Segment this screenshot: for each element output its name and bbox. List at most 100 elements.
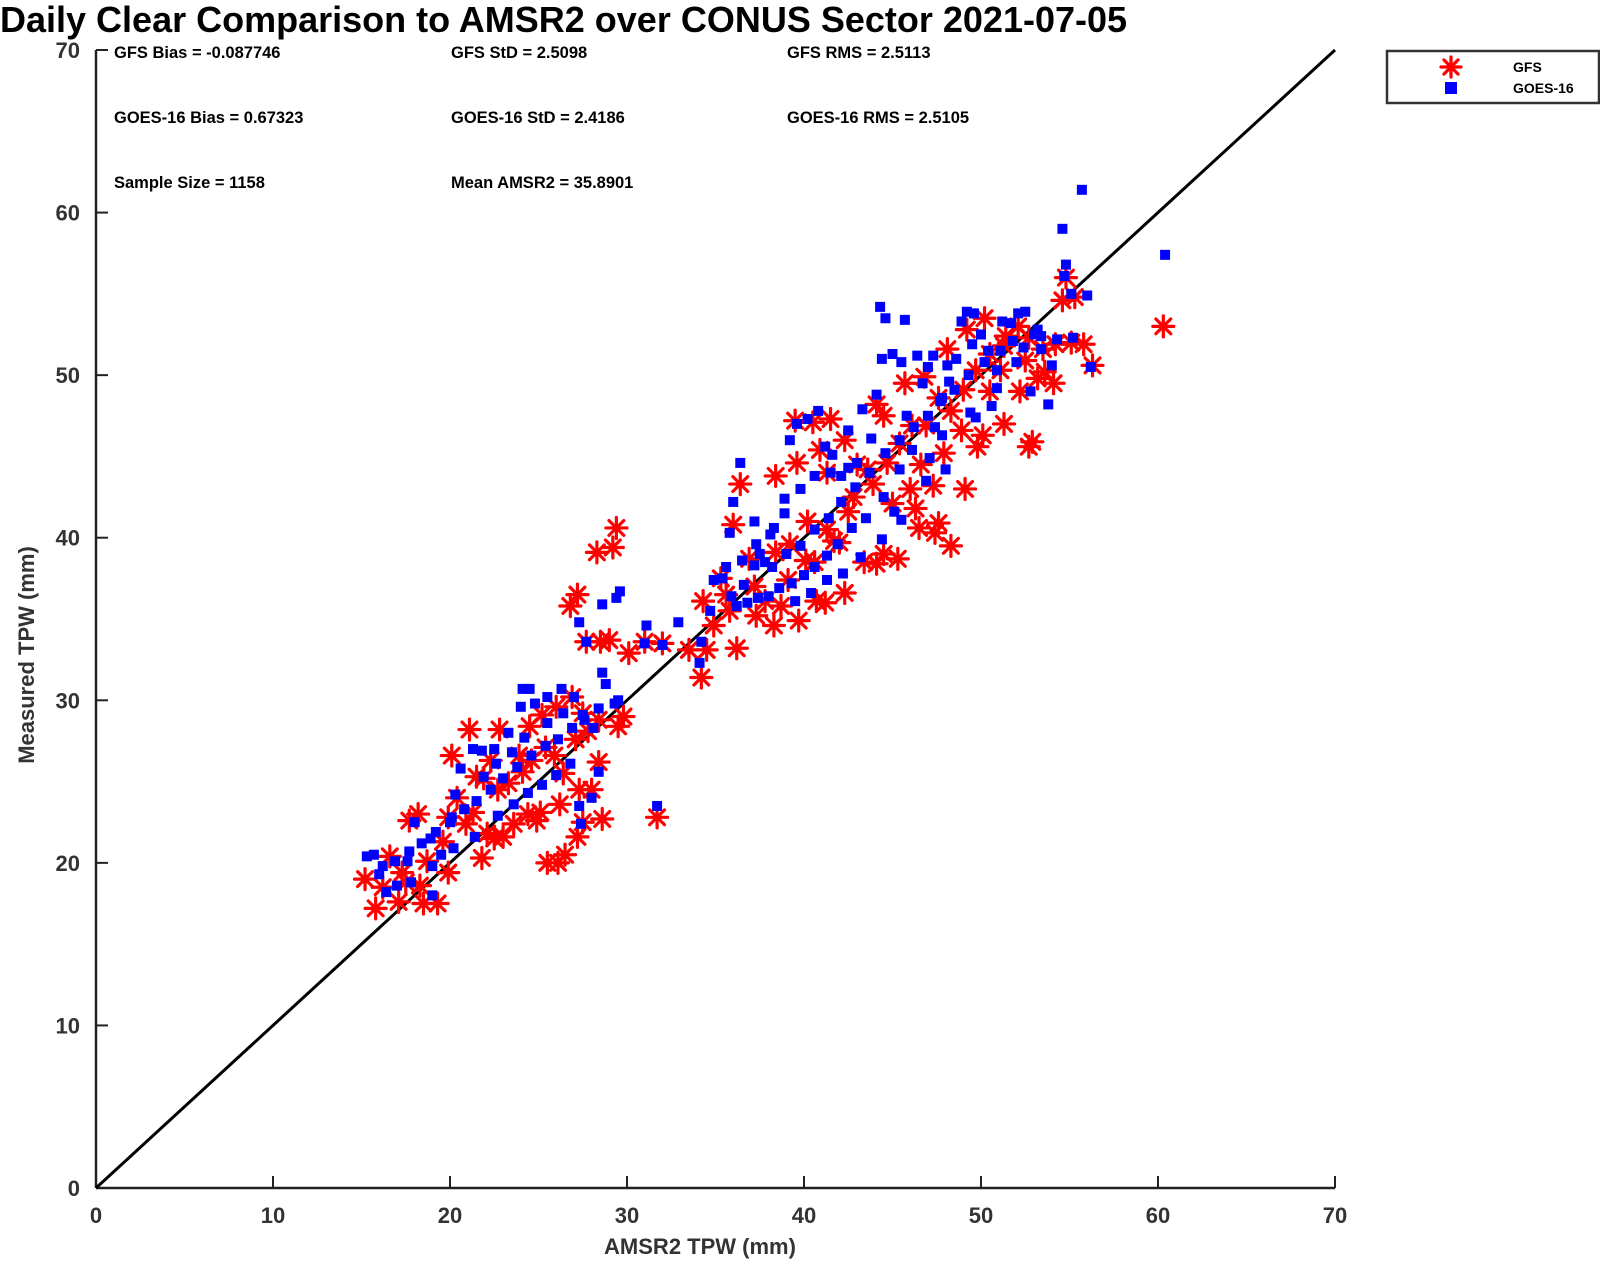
- gfs-point: [436, 860, 461, 885]
- goes-16-point: [641, 620, 652, 631]
- goes-16-point: [568, 692, 579, 703]
- goes-16-point: [795, 483, 806, 494]
- goes-16-point: [986, 401, 997, 412]
- goes-16-point: [724, 527, 735, 538]
- goes-16-point: [478, 771, 489, 782]
- asterisk-stroke: [874, 406, 893, 425]
- goes-16-point: [976, 329, 986, 340]
- gfs-point: [584, 540, 610, 565]
- asterisk-stroke: [697, 640, 716, 659]
- goes-16-point: [574, 617, 585, 628]
- goes-16-point: [921, 475, 932, 486]
- goes-16-point: [852, 457, 863, 468]
- goes-16-point: [749, 516, 760, 527]
- asterisk-stroke: [1074, 335, 1093, 354]
- asterisk-stroke: [568, 585, 587, 604]
- goes-16-point: [517, 683, 528, 694]
- asterisk-stroke: [433, 832, 452, 851]
- gfs-point: [542, 743, 567, 768]
- goes-16-point: [846, 522, 857, 533]
- gfs-point: [786, 608, 811, 633]
- goes-16-point: [781, 548, 792, 559]
- axis-ticks: 0 10 20 30 40 50 60 70 0 10 20 30 40 50 60 70: [56, 38, 1348, 1228]
- goes-16-point: [1011, 357, 1022, 368]
- goes-16-point: [404, 846, 415, 857]
- asterisk-stroke: [938, 340, 957, 359]
- goes-16-point: [735, 457, 746, 468]
- goes-16-point: [1006, 318, 1017, 329]
- goes-16-point: [774, 583, 785, 594]
- goes-16-point: [694, 657, 705, 668]
- asterisk-stroke: [600, 631, 619, 650]
- asterisk-stroke: [807, 592, 826, 611]
- gfs-point: [885, 546, 910, 571]
- goes-16-point: [836, 496, 847, 507]
- asterisk-stroke: [593, 809, 612, 828]
- goes-16-point: [445, 817, 455, 828]
- data-markers: [352, 184, 1176, 921]
- goes-16-point: [809, 524, 820, 535]
- plot-area: [94, 48, 1337, 1190]
- goes-16-point: [860, 513, 871, 524]
- asterisk-stroke: [456, 814, 475, 833]
- goes-16-point: [995, 345, 1006, 356]
- goes-16-point: [717, 573, 728, 584]
- gfs-point: [761, 613, 787, 638]
- goes-16-point: [600, 679, 611, 690]
- goes-16-point: [581, 636, 592, 647]
- goes-16-point: [498, 773, 509, 784]
- goes-16-point: [657, 640, 668, 651]
- goes-16-point: [459, 804, 470, 815]
- asterisk-stroke: [442, 746, 461, 765]
- legend-gfs-label: GFS: [1513, 59, 1542, 75]
- goes-16-point: [377, 861, 388, 872]
- goes-16-point: [1032, 324, 1043, 335]
- asterisk-stroke: [910, 518, 929, 537]
- goes-16-point: [880, 448, 891, 459]
- asterisk-stroke: [766, 466, 785, 485]
- asterisk-stroke: [901, 479, 920, 498]
- goes-16-point: [705, 605, 716, 616]
- goes-16-point: [949, 384, 960, 395]
- goes-16-point: [614, 586, 625, 597]
- goes-16-point: [374, 869, 385, 880]
- goes-16-point: [368, 849, 379, 860]
- goes-16-point: [469, 831, 480, 842]
- goes-16-point: [967, 339, 978, 350]
- goes-16-point: [908, 422, 919, 433]
- gfs-point: [742, 574, 767, 599]
- asterisk-stroke: [694, 592, 713, 611]
- x-tick-label: 70: [1323, 1203, 1347, 1228]
- gfs-point: [501, 811, 526, 836]
- stat-text: Mean AMSR2 = 35.8901: [451, 174, 633, 192]
- goes-16-point: [922, 362, 933, 373]
- goes-16-point: [951, 353, 962, 364]
- gfs-point: [563, 727, 588, 752]
- gfs-point: [616, 641, 641, 666]
- goes-16-point: [795, 540, 806, 551]
- goes-16-point: [1025, 386, 1036, 397]
- goes-16-point: [875, 301, 886, 312]
- goes-16-point: [738, 579, 749, 590]
- gfs-point: [970, 423, 995, 448]
- goes-16-point: [579, 714, 590, 725]
- goes-16-point: [485, 784, 496, 795]
- gfs-point: [728, 471, 753, 497]
- goes-16-point: [983, 345, 994, 356]
- stat-text: GFS RMS = 2.5113: [787, 44, 931, 62]
- x-tick-label: 10: [261, 1203, 285, 1228]
- asterisk-stroke: [874, 544, 893, 563]
- x-tick-label: 0: [90, 1203, 102, 1228]
- gfs-point: [832, 580, 857, 606]
- asterisk-stroke: [550, 795, 569, 814]
- goes-16-point: [522, 787, 533, 798]
- gfs-point: [906, 515, 932, 541]
- gfs-point: [689, 665, 714, 690]
- goes-16-point: [430, 826, 441, 837]
- goes-16-point: [765, 529, 776, 540]
- goes-16-point: [912, 350, 923, 361]
- asterisk-stroke: [460, 720, 479, 739]
- goes-16-point: [822, 574, 833, 585]
- goes-16-point: [878, 492, 889, 503]
- asterisk-stroke: [952, 421, 971, 440]
